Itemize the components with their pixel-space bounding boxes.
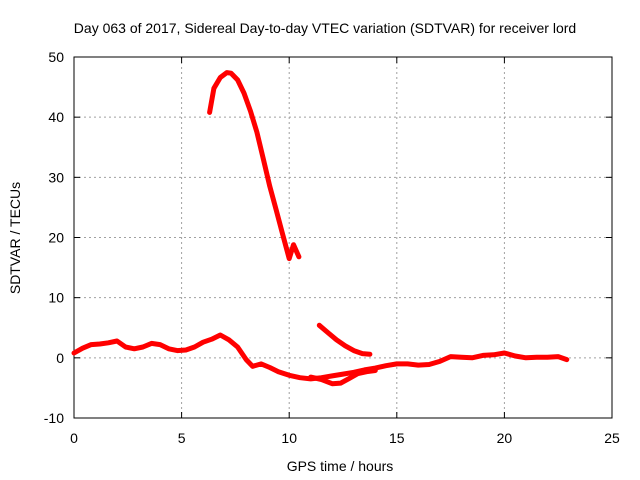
x-tick-label: 25	[604, 430, 620, 446]
grid	[74, 57, 612, 418]
chart-title: Day 063 of 2017, Sidereal Day-to-day VTE…	[74, 20, 576, 36]
series-line-arc-low-mid	[316, 322, 373, 357]
series-line-arc-high	[207, 70, 302, 262]
y-tick-label: 20	[48, 230, 64, 246]
series-line-baseline-secondary	[308, 368, 378, 387]
y-tick-label: 0	[56, 350, 64, 366]
y-tick-label: 10	[48, 290, 64, 306]
y-tick-label: 50	[48, 49, 64, 65]
x-tick-label: 15	[389, 430, 405, 446]
y-tick-label: 40	[48, 109, 64, 125]
y-tick-label: 30	[48, 169, 64, 185]
y-tick-label: -10	[44, 410, 64, 426]
x-tick-label: 5	[178, 430, 186, 446]
x-tick-label: 10	[281, 430, 297, 446]
x-tick-label: 20	[497, 430, 513, 446]
y-axis-label: SDTVAR / TECUs	[7, 182, 23, 294]
x-axis-label: GPS time / hours	[287, 458, 394, 474]
axis-ticks: 0 5 10 15 20 25 -10 0 10 20 30 40 50	[44, 49, 620, 446]
series-line-baseline	[71, 332, 570, 382]
x-tick-label: 0	[70, 430, 78, 446]
series-group	[71, 70, 570, 387]
